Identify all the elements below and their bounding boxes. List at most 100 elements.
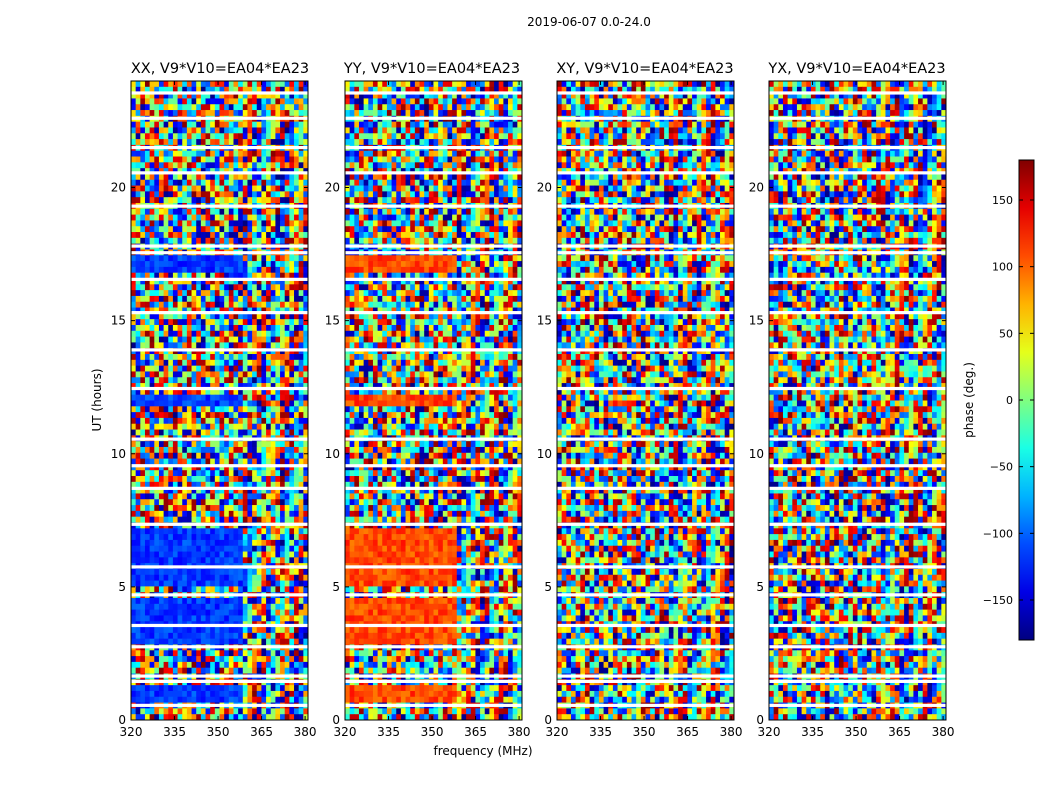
heatmap-cell [154,424,159,430]
heatmap-cell [206,604,211,610]
heatmap-cell [243,127,248,133]
heatmap-cell [243,366,248,372]
heatmap-cell [289,499,294,505]
heatmap-cell [154,662,159,668]
heatmap-cell [238,685,243,691]
heatmap-cell [192,313,197,319]
heatmap-cell [364,151,369,157]
heatmap-cell [396,127,401,133]
heatmap-cell [159,232,164,238]
heatmap-cell [145,98,150,104]
heatmap-cell [164,302,169,308]
heatmap-cell [164,209,169,215]
heatmap-cell [182,586,187,592]
heatmap-cell [238,325,243,331]
heatmap-cell [159,360,164,366]
heatmap-cell [215,685,220,691]
heatmap-cell [229,284,234,290]
heatmap-cell [443,133,448,139]
heatmap-cell [173,557,178,563]
heatmap-cell [503,162,508,168]
heatmap-cell [494,162,499,168]
heatmap-cell [289,302,294,308]
heatmap-cell [220,215,225,221]
heatmap-cell [168,406,173,412]
heatmap-cell [289,342,294,348]
heatmap-cell [261,586,266,592]
heatmap-cell [378,174,383,180]
heatmap-cell [466,139,471,145]
heatmap-cell [150,714,155,720]
heatmap-cell [471,98,476,104]
heatmap-cell [415,104,420,110]
heatmap-cell [201,546,206,552]
heatmap-cell [136,366,141,372]
heatmap-cell [136,133,141,139]
heatmap-cell [154,313,159,319]
heatmap-cell [210,615,215,621]
heatmap-cell [215,296,220,302]
heatmap-cell [196,668,201,674]
heatmap-cell [206,186,211,192]
heatmap-cell [285,459,290,465]
heatmap-cell [247,517,252,523]
heatmap-cell [299,668,304,674]
heatmap-cell [280,447,285,453]
heatmap-cell [434,180,439,186]
heatmap-cell [131,395,136,401]
heatmap-cell [192,255,197,261]
heatmap-cell [364,180,369,186]
heatmap-cell [210,180,215,186]
heatmap-cell [168,110,173,116]
heatmap-cell [178,552,183,558]
heatmap-cell [420,133,425,139]
heatmap-cell [201,267,206,273]
heatmap-cell [187,691,192,697]
heatmap-cell [206,360,211,366]
heatmap-cell [201,354,206,360]
heatmap-cell [196,586,201,592]
heatmap-cell [285,412,290,418]
heatmap-cell [285,662,290,668]
heatmap-cell [131,581,136,587]
heatmap-cell [233,453,238,459]
heatmap-cell [164,139,169,145]
heatmap-cell [229,302,234,308]
heatmap-cell [145,708,150,714]
heatmap-cell [266,371,271,377]
heatmap-cell [275,354,280,360]
heatmap-cell [215,342,220,348]
heatmap-cell [410,180,415,186]
heatmap-cell [233,401,238,407]
heatmap-cell [261,122,266,128]
heatmap-cell [261,639,266,645]
heatmap-cell [187,650,192,656]
heatmap-cell [192,586,197,592]
heatmap-cell [233,470,238,476]
heatmap-cell [285,650,290,656]
heatmap-cell [136,685,141,691]
heatmap-cell [164,633,169,639]
heatmap-cell [508,110,513,116]
heatmap-cell [443,180,448,186]
heatmap-cell [192,534,197,540]
heatmap-cell [443,186,448,192]
heatmap-cell [289,180,294,186]
heatmap-cell [173,650,178,656]
heatmap-cell [168,284,173,290]
heatmap-cell [294,540,299,546]
heatmap-cell [294,133,299,139]
heatmap-cell [210,331,215,337]
heatmap-cell [224,476,229,482]
heatmap-cell [131,232,136,238]
heatmap-cell [243,511,248,517]
heatmap-cell [261,98,266,104]
heatmap-cell [271,151,276,157]
heatmap-cell [131,151,136,157]
heatmap-cell [229,505,234,511]
heatmap-cell [285,215,290,221]
heatmap-cell [368,127,373,133]
heatmap-cell [206,180,211,186]
heatmap-cell [266,377,271,383]
heatmap-cell [140,313,145,319]
